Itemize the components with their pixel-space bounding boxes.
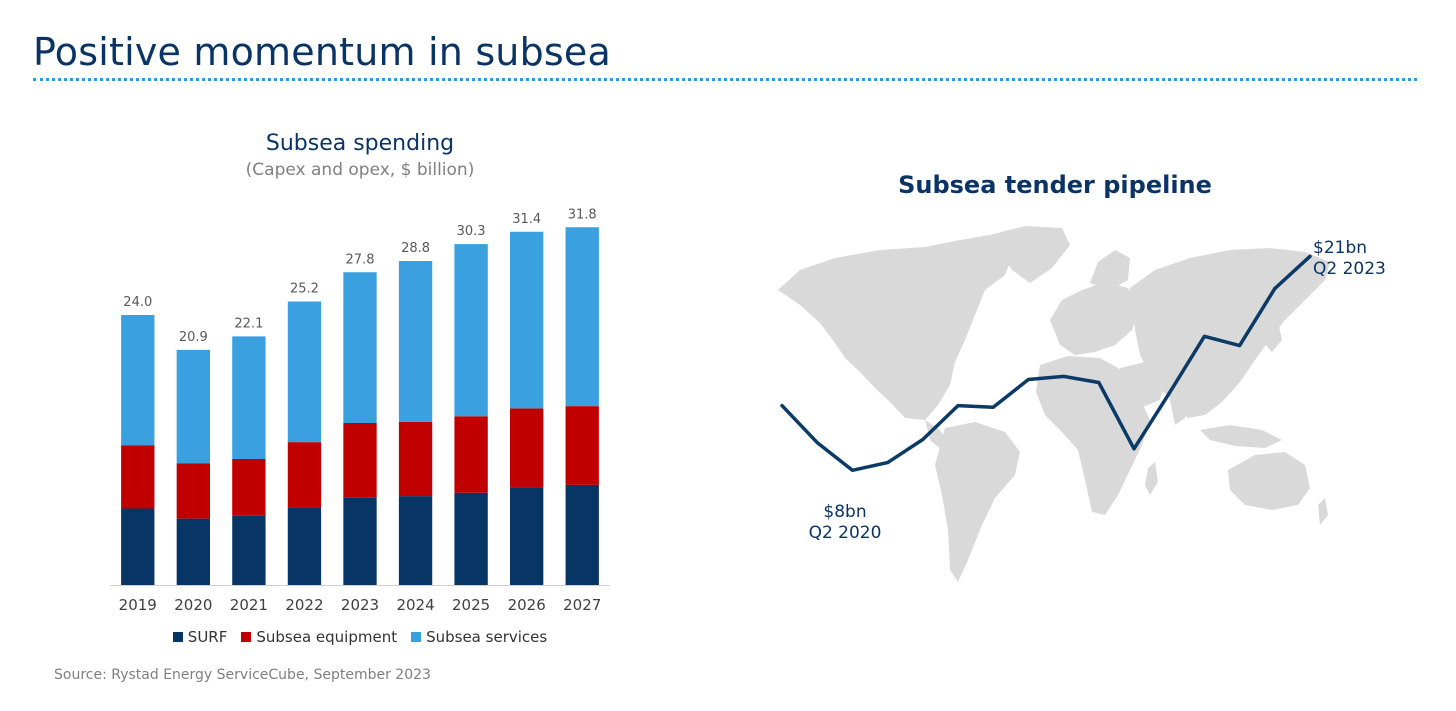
x-tick-label-2025: 2025 [452,596,490,614]
slide-title: Positive momentum in subsea [33,30,611,74]
bar-total-label-2023: 27.8 [346,252,375,267]
bar-total-label-2020: 20.9 [179,330,208,345]
bar-total-label-2022: 25.2 [290,282,319,297]
map-chart-title: Subsea tender pipeline [898,171,1212,199]
map-scandinavia [1090,250,1130,290]
pipeline-start-period: Q2 2020 [809,523,882,543]
bar-subsea-services-2020 [176,349,210,464]
map-north-america [778,235,1015,420]
bar-subsea-equipment-2021 [232,459,266,516]
pipeline-series-line [780,254,1312,473]
bar-subsea-services-2026 [510,231,544,409]
pipeline-start-value: $8bn [823,502,866,522]
legend-item-surf: SURF [172,628,228,646]
bar-subsea-equipment-2026 [510,408,544,488]
x-tick-label-2022: 2022 [285,596,323,614]
legend-item-subsea-equipment: Subsea equipment [241,628,397,646]
x-tick-label-2026: 2026 [508,596,546,614]
title-divider [33,78,1417,81]
bar-subsea-equipment-2020 [176,463,210,519]
bar-total-label-2024: 28.8 [401,241,430,256]
legend-label-surf: SURF [187,628,228,646]
bar-plot-area: 24.0 2019 20.9 2020 22.1 2021 25.2 2022 27.8 2023… [110,207,610,614]
bar-chart-subtitle: (Capex and opex, $ billion) [245,160,475,180]
pipeline-end-value: $21bn [1313,238,1367,258]
bar-subsea-services-2019 [121,315,155,446]
bar-surf-2020 [176,518,210,585]
legend-swatch-subsea-services [411,632,422,642]
bar-surf-2022 [287,507,322,585]
bar-chart-legend: SURF Subsea equipment Subsea services [110,628,610,646]
map-indonesia [1200,425,1282,448]
bar-subsea-services-2021 [232,336,266,459]
x-tick-label-2027: 2027 [563,596,601,614]
bar-total-label-2025: 30.3 [457,224,486,239]
bar-chart-title: Subsea spending [265,131,455,156]
bar-surf-2025 [454,492,488,585]
bar-subsea-equipment-2022 [287,442,322,508]
map-greenland [990,226,1070,283]
bar-total-label-2026: 31.4 [512,212,541,227]
map-new-zealand [1318,498,1328,525]
source-note: Source: Rystad Energy ServiceCube, Septe… [54,667,431,683]
bar-surf-2024 [398,496,433,585]
map-arabia [1120,362,1165,408]
bar-subsea-services-2024 [398,261,433,422]
x-tick-label-2020: 2020 [174,596,212,614]
bar-total-label-2019: 24.0 [123,295,152,310]
bar-total-label-2027: 31.8 [568,207,597,222]
pipeline-end-period: Q2 2023 [1313,259,1386,279]
x-tick-label-2023: 2023 [341,596,379,614]
map-japan [1266,322,1282,352]
x-tick-label-2024: 2024 [396,596,434,614]
bar-subsea-services-2025 [454,244,488,417]
pipeline-line-area [780,254,1312,473]
bar-surf-2027 [565,484,599,585]
bar-subsea-services-2023 [343,272,377,423]
bar-surf-2021 [232,515,266,585]
legend-swatch-subsea-equipment [241,632,252,642]
bar-surf-2019 [121,508,155,585]
legend-item-subsea-services: Subsea services [411,628,547,646]
bar-subsea-services-2027 [565,227,599,407]
map-south-america [935,422,1020,582]
legend-label-subsea-services: Subsea services [426,628,548,646]
bar-subsea-services-2022 [287,301,322,443]
x-tick-label-2021: 2021 [230,596,268,614]
x-tick-label-2019: 2019 [119,596,157,614]
map-madagascar [1145,462,1158,495]
bar-subsea-equipment-2019 [121,445,155,509]
bar-surf-2023 [343,497,377,585]
bar-subsea-equipment-2023 [343,423,377,498]
map-africa [1036,356,1150,515]
bar-subsea-equipment-2025 [454,416,488,493]
bar-total-label-2021: 22.1 [234,316,263,331]
bar-subsea-equipment-2024 [398,421,433,497]
bar-subsea-equipment-2027 [565,406,599,485]
legend-label-subsea-equipment: Subsea equipment [256,628,398,646]
map-australia [1228,452,1310,510]
bar-surf-2026 [510,487,544,585]
legend-swatch-surf [172,632,183,642]
map-europe [1050,282,1140,355]
